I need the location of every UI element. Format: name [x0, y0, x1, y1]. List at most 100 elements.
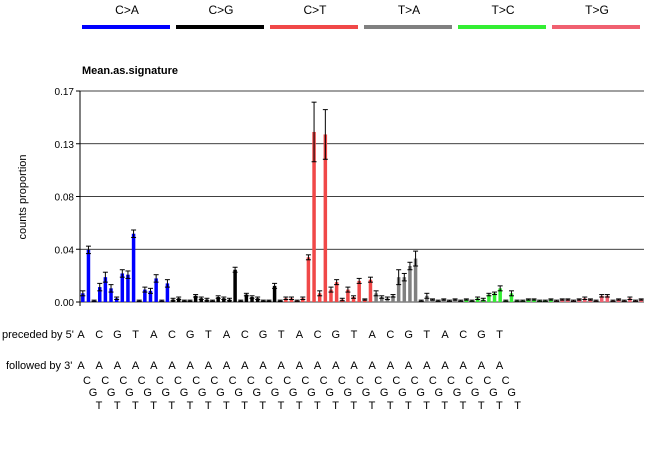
followed-base: A — [223, 360, 231, 372]
followed-base: G — [162, 387, 171, 399]
bar — [233, 269, 237, 302]
followed-base: T — [241, 400, 248, 412]
followed-base: T — [332, 400, 339, 412]
followed-base: A — [460, 360, 468, 372]
bar — [222, 298, 226, 302]
followed-base: G — [471, 387, 480, 399]
bar — [357, 280, 361, 302]
followed-base: A — [77, 360, 85, 372]
followed-base: T — [259, 400, 266, 412]
preceded-row-label: preceded by 5' — [2, 329, 74, 341]
followed-base: C — [301, 375, 309, 387]
followed-base: A — [241, 360, 249, 372]
bar — [148, 290, 153, 302]
bar — [425, 295, 429, 302]
preceded-base: T — [205, 329, 212, 341]
bar — [284, 298, 288, 302]
preceded-base: A — [369, 329, 377, 341]
followed-base: T — [223, 400, 230, 412]
followed-base: C — [411, 375, 419, 387]
bar — [549, 299, 553, 302]
preceded-base: T — [132, 329, 139, 341]
bar — [396, 277, 401, 302]
preceded-base: T — [496, 329, 503, 341]
bar — [453, 299, 457, 302]
followed-base: T — [187, 400, 194, 412]
followed-base: C — [174, 375, 182, 387]
followed-base: A — [278, 360, 286, 372]
preceded-base: A — [223, 329, 231, 341]
followed-base: A — [96, 360, 104, 372]
followed-base: A — [150, 360, 158, 372]
followed-base: G — [125, 387, 134, 399]
legend-label: C>G — [208, 3, 233, 17]
y-tick-label: 0.13 — [55, 140, 75, 151]
followed-base: G — [198, 387, 207, 399]
followed-base: C — [83, 375, 91, 387]
followed-base: G — [89, 387, 98, 399]
bar — [560, 299, 564, 302]
preceded-base: G — [332, 329, 341, 341]
bar — [464, 299, 469, 302]
bar — [346, 289, 350, 302]
followed-base: T — [496, 400, 503, 412]
bar — [616, 299, 621, 302]
followed-base: C — [429, 375, 437, 387]
bar — [289, 298, 294, 302]
followed-base: C — [502, 375, 510, 387]
y-tick-label: 0.17 — [55, 87, 75, 98]
followed-base: T — [96, 400, 103, 412]
bar — [442, 299, 446, 302]
followed-base: A — [478, 360, 486, 372]
followed-base: T — [478, 400, 485, 412]
followed-base: G — [143, 387, 152, 399]
bar — [193, 295, 198, 302]
followed-base: C — [465, 375, 473, 387]
bar — [402, 277, 407, 302]
bar — [379, 297, 384, 302]
bar — [605, 295, 610, 302]
followed-base: T — [460, 400, 467, 412]
bar — [532, 299, 536, 302]
bar — [131, 233, 136, 302]
preceded-base: G — [259, 329, 268, 341]
bar — [498, 288, 502, 302]
bar — [114, 298, 119, 302]
bar — [334, 282, 339, 302]
bar — [566, 299, 570, 302]
bar — [385, 298, 390, 302]
followed-base: A — [369, 360, 377, 372]
followed-base: T — [423, 400, 430, 412]
bar — [120, 273, 125, 302]
legend-label: C>T — [303, 3, 327, 17]
followed-base: T — [150, 400, 157, 412]
preceded-base: C — [95, 329, 103, 341]
legend: C>A C>G C>T T>A T>C T>G — [82, 3, 640, 29]
bar — [86, 249, 91, 302]
followed-base: C — [229, 375, 237, 387]
followed-base: G — [453, 387, 462, 399]
followed-base: G — [234, 387, 243, 399]
bar — [103, 277, 108, 302]
followed-base: A — [168, 360, 176, 372]
bar — [143, 289, 147, 302]
followed-base: T — [168, 400, 175, 412]
followed-base: G — [435, 387, 444, 399]
bar — [312, 131, 316, 302]
followed-base: T — [350, 400, 357, 412]
bar — [639, 299, 643, 302]
followed-base: C — [138, 375, 146, 387]
followed-base: G — [271, 387, 280, 399]
bar — [255, 298, 260, 302]
bar — [475, 298, 480, 302]
followed-base: C — [283, 375, 291, 387]
followed-base: T — [387, 400, 394, 412]
preceded-base: T — [278, 329, 285, 341]
bar — [154, 278, 158, 302]
followed-base: T — [405, 400, 412, 412]
bar — [588, 299, 593, 302]
followed-base: A — [441, 360, 449, 372]
bar — [577, 299, 581, 302]
preceded-base: T — [351, 329, 358, 341]
